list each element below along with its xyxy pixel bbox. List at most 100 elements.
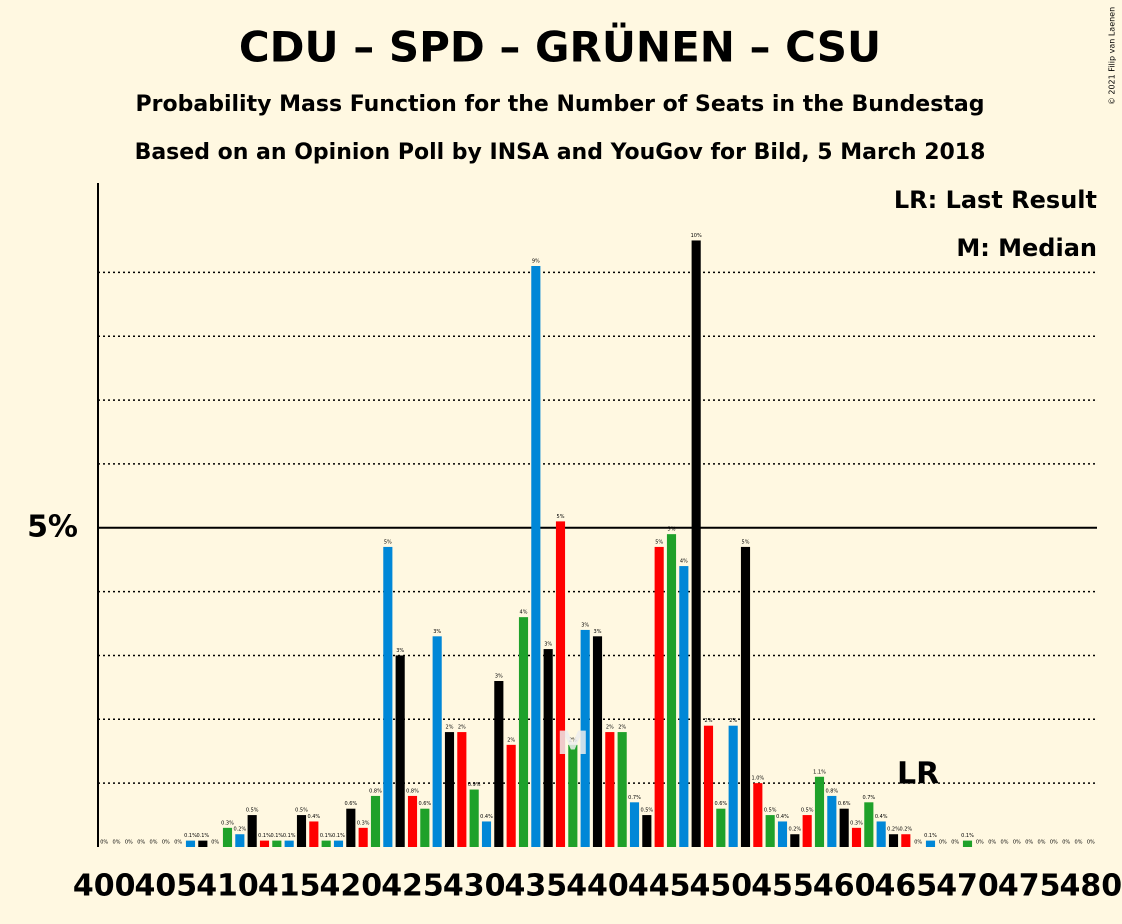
bar xyxy=(777,821,788,847)
value-label: 0.7% xyxy=(628,795,641,801)
value-label: 0% xyxy=(1013,840,1021,846)
value-label: 10% xyxy=(691,233,702,239)
value-label: 0% xyxy=(125,840,133,846)
value-label: 0.7% xyxy=(862,795,875,801)
value-label: 0.2% xyxy=(233,827,246,833)
bar xyxy=(901,834,911,847)
value-label: 0.2% xyxy=(887,827,900,833)
value-label: 0% xyxy=(939,840,947,846)
value-label: 0% xyxy=(976,840,984,846)
bar xyxy=(839,808,849,847)
value-label: 0% xyxy=(162,840,170,846)
value-label: 0% xyxy=(113,840,121,846)
value-label: 0% xyxy=(1050,840,1058,846)
bar xyxy=(728,725,738,847)
bar xyxy=(765,815,775,847)
value-label: 1.1% xyxy=(813,769,826,775)
bar xyxy=(580,629,590,847)
bar xyxy=(481,821,492,847)
value-label: 0.1% xyxy=(320,833,333,839)
x-tick-label: 425 xyxy=(381,869,444,904)
bar xyxy=(370,795,381,847)
value-label: 3% xyxy=(433,629,441,635)
value-label: 0.1% xyxy=(184,833,197,839)
value-label: 0.1% xyxy=(283,833,296,839)
bar xyxy=(395,655,405,847)
value-label: 0% xyxy=(914,840,922,846)
x-tick-label: 470 xyxy=(936,869,999,904)
bar xyxy=(555,521,566,847)
value-label: 3% xyxy=(495,674,503,680)
y-tick-label: 5% xyxy=(27,509,78,544)
value-label: 0.1% xyxy=(196,833,209,839)
value-label: 3% xyxy=(396,648,404,654)
value-label: 5% xyxy=(557,514,565,520)
value-label: 5% xyxy=(655,539,663,545)
x-tick-label: 430 xyxy=(443,869,506,904)
bar xyxy=(605,732,615,847)
value-label: 0.1% xyxy=(332,833,345,839)
value-label: 2% xyxy=(507,737,515,743)
bar xyxy=(457,732,467,847)
bar xyxy=(518,617,529,847)
bar xyxy=(568,744,578,847)
value-label: 0.2% xyxy=(899,827,912,833)
value-label: 0% xyxy=(1087,840,1095,846)
value-label: 0.4% xyxy=(776,814,789,820)
value-label: 0.3% xyxy=(850,820,863,826)
value-label: 0% xyxy=(1001,840,1009,846)
value-label: 0.9% xyxy=(468,782,481,788)
value-label: 0.5% xyxy=(764,808,777,814)
value-label: 2% xyxy=(618,725,626,731)
value-label: 0.5% xyxy=(246,808,259,814)
bar xyxy=(654,546,664,847)
value-label: 0.3% xyxy=(221,820,234,826)
value-label: 0.4% xyxy=(480,814,493,820)
value-label: 4% xyxy=(680,559,688,565)
value-label: 0.5% xyxy=(640,808,653,814)
bar xyxy=(333,840,344,847)
bar xyxy=(407,795,418,847)
bar xyxy=(543,649,553,847)
bar xyxy=(444,732,455,847)
value-label: 1.0% xyxy=(751,776,764,782)
value-label: 0.8% xyxy=(369,788,382,794)
bar xyxy=(309,821,319,847)
copyright: © 2021 Filip van Laenen xyxy=(1108,7,1117,105)
bar xyxy=(876,821,886,847)
bar xyxy=(296,815,307,847)
chart-subtitle: Probability Mass Function for the Number… xyxy=(136,92,985,117)
bar xyxy=(617,732,627,847)
value-label: 0.8% xyxy=(825,788,838,794)
value-label: 0.6% xyxy=(838,801,851,807)
bar xyxy=(925,840,936,847)
x-tick-label: 455 xyxy=(751,869,814,904)
bar xyxy=(691,240,701,847)
x-tick-label: 415 xyxy=(258,869,321,904)
value-label: 0.1% xyxy=(961,833,974,839)
bar xyxy=(703,725,714,847)
value-label: 2% xyxy=(569,737,577,743)
bar xyxy=(962,840,973,847)
bar xyxy=(346,808,356,847)
bar xyxy=(383,546,393,847)
value-label: 0% xyxy=(988,840,996,846)
bar xyxy=(259,840,270,847)
value-label: 0% xyxy=(211,840,219,846)
bar xyxy=(814,776,825,847)
bar xyxy=(198,840,208,847)
value-label: 0% xyxy=(174,840,182,846)
value-label: 3% xyxy=(544,642,552,648)
value-label: 0.4% xyxy=(307,814,320,820)
value-label: 2% xyxy=(606,725,614,731)
bar xyxy=(284,840,294,847)
bar xyxy=(185,840,196,847)
value-label: 0.1% xyxy=(258,833,271,839)
bar xyxy=(753,783,763,847)
bar xyxy=(420,808,430,847)
x-tick-label: 460 xyxy=(813,869,876,904)
value-label: 4% xyxy=(520,610,528,616)
bar xyxy=(716,808,726,847)
legend-entry: M: Median xyxy=(956,234,1097,262)
value-label: 0% xyxy=(100,840,108,846)
